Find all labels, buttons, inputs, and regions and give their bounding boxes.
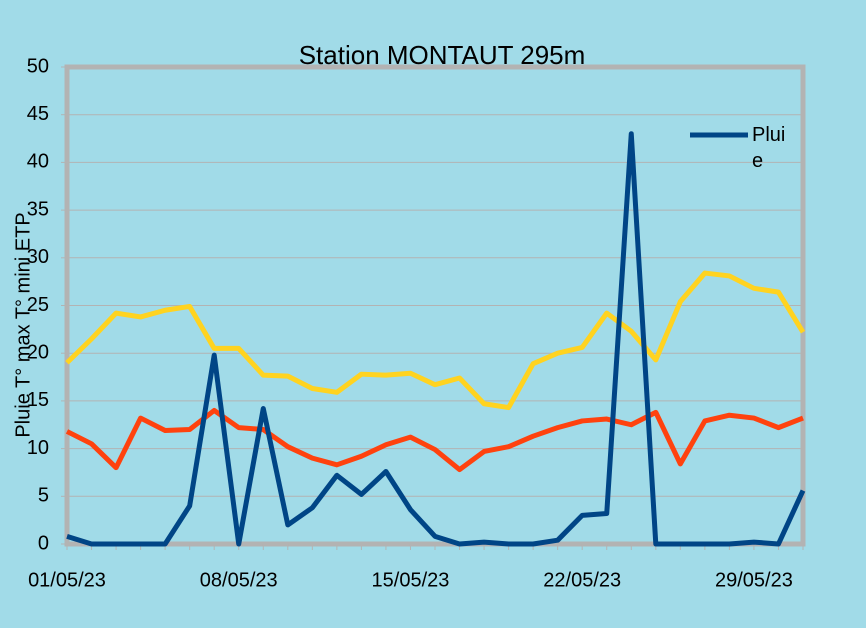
y-tick-label: 15 bbox=[27, 389, 49, 411]
y-tick-label: 40 bbox=[27, 151, 49, 173]
y-axis-label: Pluie T° max T° mini ETP bbox=[12, 212, 34, 437]
data-line bbox=[65, 270, 806, 411]
y-tick-label: 35 bbox=[27, 198, 49, 220]
legend-label: Pluie bbox=[752, 124, 786, 172]
y-tick-label: 45 bbox=[27, 103, 49, 125]
y-tick-label: 0 bbox=[38, 532, 49, 554]
y-tick-label: 20 bbox=[27, 341, 49, 363]
data-line bbox=[65, 407, 804, 473]
y-tick-label: 5 bbox=[38, 485, 49, 507]
y-tick-label: 25 bbox=[27, 294, 49, 316]
x-tick-label: 29/05/23 bbox=[715, 569, 793, 591]
y-tick-label: 50 bbox=[27, 55, 49, 77]
data-line bbox=[66, 131, 806, 547]
x-tick-label: 15/05/23 bbox=[372, 569, 450, 591]
y-tick-label: 10 bbox=[27, 437, 49, 459]
y-tick-label: 30 bbox=[27, 246, 49, 268]
x-tick-label: 01/05/23 bbox=[28, 569, 106, 591]
x-tick-label: 22/05/23 bbox=[543, 569, 621, 591]
x-tick-label: 08/05/23 bbox=[200, 569, 278, 591]
